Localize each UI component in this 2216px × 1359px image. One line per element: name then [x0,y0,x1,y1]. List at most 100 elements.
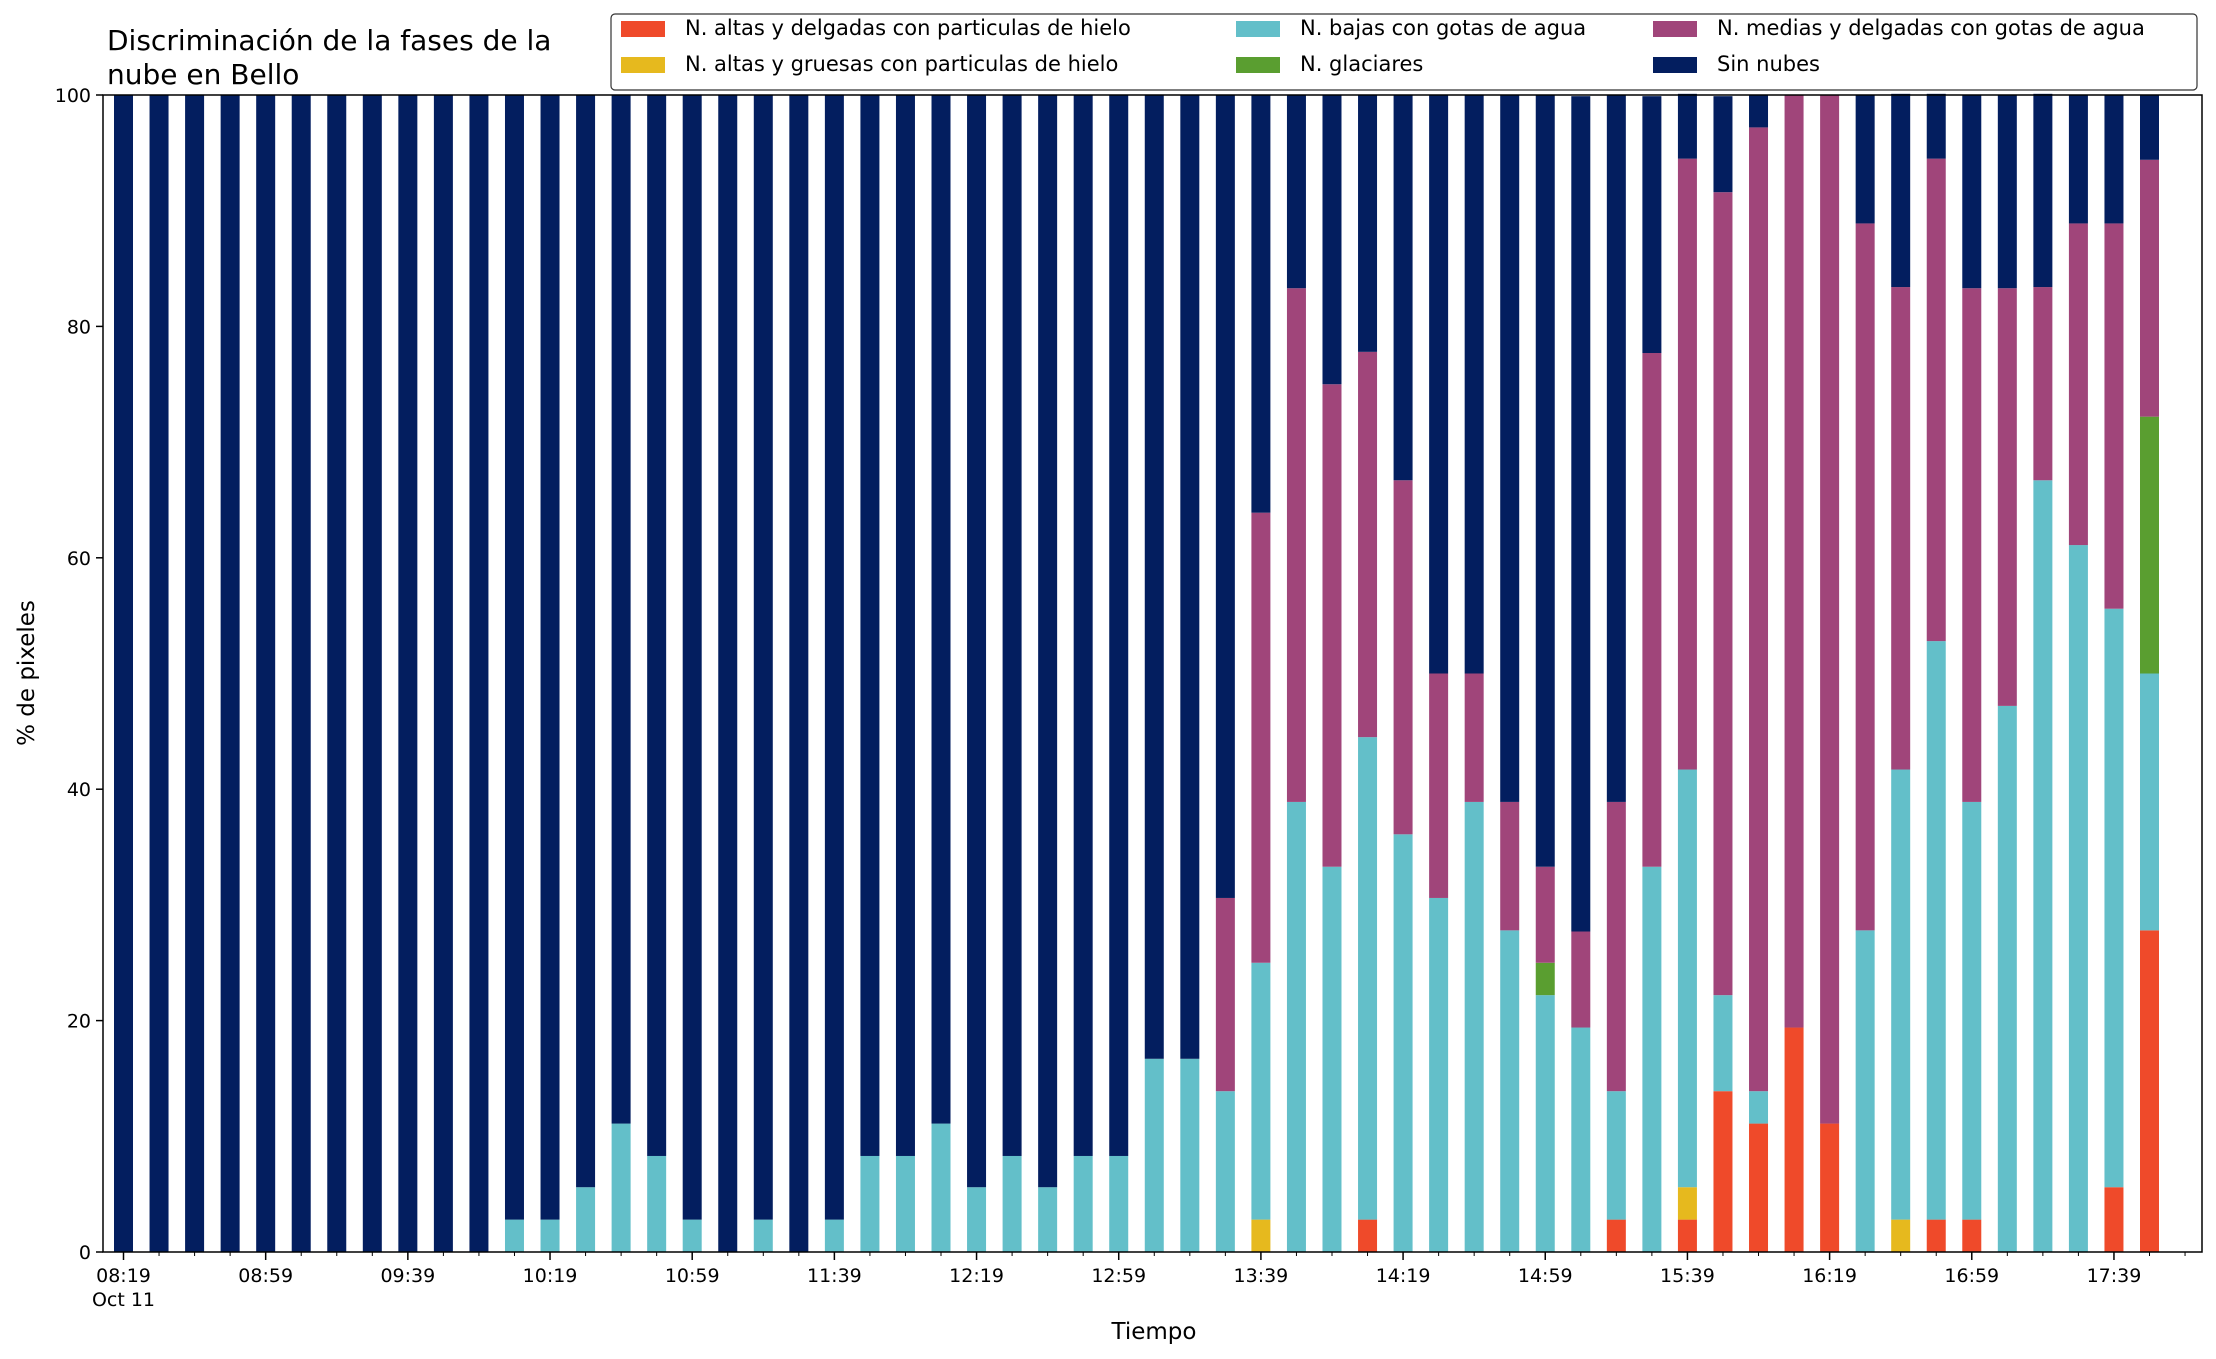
legend: N. altas y delgadas con particulas de hi… [610,13,2198,91]
bar-segment-s5-35 [1358,95,1378,352]
bar-segment-s4-51 [1926,158,1946,642]
bar-segment-s5-17 [718,95,738,1252]
bar-segment-s5-9 [433,95,453,1252]
bar-segment-s4-50 [1891,287,1911,770]
x-tick-label-24: 12:19 [949,1265,1004,1287]
bar-segment-s5-21 [860,95,880,1156]
legend-label-5: Sin nubes [1717,52,1820,76]
bar-segment-s5-40 [1535,95,1555,867]
x-tick-label-0: 08:19 [96,1265,151,1287]
bar-segment-s5-24 [967,95,987,1188]
bar-segment-s5-55 [2068,95,2088,224]
bars-layer [114,93,2159,1252]
bar-segment-s2-27 [1073,1155,1093,1252]
bar-segment-s4-33 [1286,288,1306,802]
bar-segment-s2-26 [1038,1187,1058,1252]
bar-segment-s5-20 [824,95,844,1220]
bar-segment-s2-35 [1358,737,1378,1220]
bar-segment-s0-47 [1784,1027,1804,1252]
bar-segment-s5-37 [1429,95,1449,674]
bar-segment-s4-48 [1820,95,1840,1124]
bar-segment-s4-41 [1571,931,1591,1028]
bar-segment-s0-46 [1749,1123,1769,1252]
bar-segment-s1-32 [1251,1219,1271,1252]
bar-segment-s0-44 [1677,1219,1697,1252]
x-tick-label-8: 09:39 [380,1265,435,1287]
x-tick-label-28: 12:59 [1091,1265,1146,1287]
bar-segment-s2-25 [1002,1155,1022,1252]
bar-segment-s2-11 [504,1219,524,1252]
x-tick-sublabel-0: Oct 11 [92,1289,155,1311]
legend-swatch-5 [1653,57,1697,73]
chart-title-line-2: nube en Bello [107,58,299,91]
bar-segment-s0-57 [2140,930,2159,1252]
x-tick-label-36: 14:19 [1376,1265,1431,1287]
bar-segment-s2-13 [576,1187,596,1252]
y-tick-label-0: 0 [79,1242,91,1264]
bar-segment-s5-3 [220,95,240,1252]
legend-swatch-1 [621,57,665,73]
y-axis-label: % de pixeles [14,600,40,746]
y-tick-label-60: 60 [67,548,91,570]
bar-segment-s5-16 [682,95,702,1220]
bar-segment-s2-20 [824,1219,844,1252]
bar-segment-s2-21 [860,1155,880,1252]
bar-segment-s5-54 [2033,93,2053,288]
bar-segment-s2-22 [895,1155,915,1252]
bar-segment-s5-51 [1926,93,1946,159]
bar-segment-s1-50 [1891,1219,1911,1252]
legend-swatch-3 [1236,57,1280,73]
bar-segment-s5-7 [362,95,382,1252]
x-tick-label-12: 10:19 [523,1265,578,1287]
bar-segment-s4-49 [1855,223,1875,931]
legend-swatch-0 [621,21,665,37]
bar-segment-s4-44 [1677,158,1697,770]
bar-segment-s4-36 [1393,480,1413,835]
x-tick-label-48: 16:19 [1802,1265,1857,1287]
bar-segment-s2-49 [1855,930,1875,1252]
bar-segment-s5-6 [327,95,347,1252]
x-tick-label-40: 14:59 [1518,1265,1573,1287]
x-tick-label-16: 10:59 [665,1265,720,1287]
bar-segment-s5-45 [1713,96,1733,193]
y-tick-label-40: 40 [67,779,91,801]
bar-segment-s4-34 [1322,384,1342,867]
bar-segment-s5-15 [647,95,667,1156]
bar-segment-s5-1 [149,95,169,1252]
bar-segment-s5-0 [114,95,133,1252]
y-tick-label-20: 20 [67,1011,91,1033]
chart-title-line-1: Discriminación de la fases de la [107,24,551,57]
bar-segment-s5-42 [1606,95,1626,802]
bar-segment-s2-46 [1749,1091,1769,1124]
bar-segment-s4-56 [2104,223,2124,609]
bar-segment-s5-53 [1997,95,2017,289]
bar-segment-s4-55 [2068,223,2088,546]
bar-segment-s5-31 [1215,95,1235,898]
bar-segment-s5-29 [1144,95,1164,1059]
bar-segment-s4-38 [1464,673,1484,802]
bar-segment-s2-15 [647,1155,667,1252]
bar-segment-s5-32 [1251,95,1271,513]
x-tick-label-56: 17:39 [2087,1265,2142,1287]
bar-segment-s5-19 [789,95,809,1252]
bar-segment-s3-40 [1535,962,1555,996]
bar-segment-s4-54 [2033,287,2053,481]
bar-segment-s2-51 [1926,641,1946,1220]
bar-segment-s4-32 [1251,512,1271,963]
bar-segment-s5-4 [256,95,276,1252]
bar-segment-s5-34 [1322,95,1342,385]
bar-segment-s4-37 [1429,673,1449,898]
bar-segment-s4-31 [1215,897,1235,1092]
bar-segment-s2-36 [1393,834,1413,1252]
bar-segment-s4-43 [1642,353,1662,867]
bar-segment-s5-8 [398,95,418,1252]
bar-segment-s2-14 [611,1123,631,1252]
bar-segment-s5-41 [1571,96,1591,932]
x-tick-label-32: 13:39 [1234,1265,1289,1287]
bar-segment-s5-14 [611,95,631,1124]
bar-segment-s2-12 [540,1219,560,1252]
bar-segment-s0-52 [1962,1219,1982,1252]
bar-segment-s0-56 [2104,1187,2124,1252]
bar-segment-s2-37 [1429,897,1449,1252]
